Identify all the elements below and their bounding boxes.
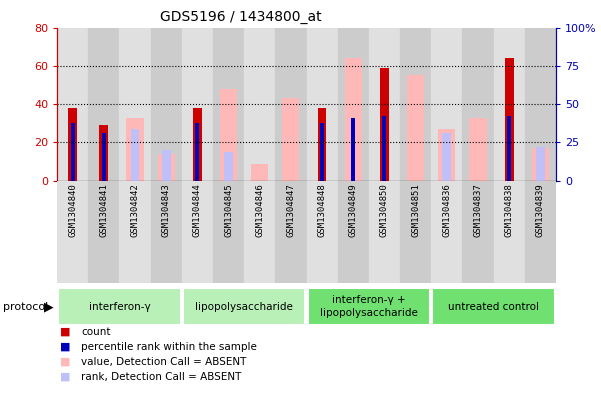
Bar (462, 28, 493, 181)
Bar (433, 288, 555, 325)
Bar (532, 148, 549, 181)
Bar (88, 181, 120, 283)
Bar (351, 118, 355, 181)
Text: ■: ■ (60, 372, 70, 382)
Text: GSM1304844: GSM1304844 (193, 183, 202, 237)
Text: percentile rank within the sample: percentile rank within the sample (81, 342, 257, 352)
Bar (505, 58, 513, 181)
Bar (308, 288, 430, 325)
Bar (275, 181, 307, 283)
Text: GSM1304847: GSM1304847 (287, 183, 296, 237)
Bar (120, 28, 151, 181)
Bar (345, 58, 362, 181)
Text: GSM1304851: GSM1304851 (411, 183, 420, 237)
Text: rank, Detection Call = ABSENT: rank, Detection Call = ABSENT (81, 372, 242, 382)
Text: GSM1304839: GSM1304839 (536, 183, 545, 237)
Text: GSM1304843: GSM1304843 (162, 183, 171, 237)
Text: GSM1304838: GSM1304838 (505, 183, 514, 237)
Bar (320, 123, 324, 181)
Bar (213, 28, 244, 181)
Bar (182, 181, 213, 283)
Bar (162, 150, 171, 181)
Bar (71, 123, 75, 181)
Bar (157, 154, 175, 181)
Text: protocol: protocol (3, 301, 48, 312)
Text: GSM1304846: GSM1304846 (255, 183, 264, 237)
Text: interferon-γ +
lipopolysaccharide: interferon-γ + lipopolysaccharide (320, 296, 418, 318)
Bar (307, 181, 338, 283)
Bar (151, 28, 182, 181)
Bar (382, 116, 386, 181)
Text: GDS5196 / 1434800_at: GDS5196 / 1434800_at (160, 10, 321, 24)
Text: value, Detection Call = ABSENT: value, Detection Call = ABSENT (81, 357, 246, 367)
Bar (151, 181, 182, 283)
Bar (493, 181, 525, 283)
Bar (525, 28, 556, 181)
Text: GSM1304836: GSM1304836 (442, 183, 451, 237)
Bar (432, 28, 462, 181)
Bar (469, 118, 487, 181)
Text: untreated control: untreated control (448, 301, 539, 312)
Bar (536, 147, 545, 181)
Text: ▶: ▶ (44, 300, 53, 313)
Bar (100, 125, 108, 181)
Bar (380, 68, 389, 181)
Bar (507, 116, 511, 181)
Text: count: count (81, 327, 111, 337)
Bar (282, 98, 299, 181)
Bar (407, 75, 424, 181)
Bar (244, 28, 275, 181)
Bar (182, 28, 213, 181)
Bar (88, 28, 120, 181)
Text: GSM1304845: GSM1304845 (224, 183, 233, 237)
Bar (57, 181, 88, 283)
Text: interferon-γ: interferon-γ (88, 301, 150, 312)
Bar (244, 181, 275, 283)
Text: lipopolysaccharide: lipopolysaccharide (195, 301, 293, 312)
Text: GSM1304850: GSM1304850 (380, 183, 389, 237)
Bar (400, 181, 432, 283)
Bar (338, 28, 369, 181)
Bar (183, 288, 305, 325)
Bar (338, 181, 369, 283)
Text: GSM1304848: GSM1304848 (317, 183, 326, 237)
Bar (57, 28, 88, 181)
Bar (442, 133, 451, 181)
Bar (432, 181, 462, 283)
Bar (220, 89, 237, 181)
Text: GSM1304841: GSM1304841 (99, 183, 108, 237)
Bar (213, 181, 244, 283)
Bar (438, 129, 456, 181)
Text: GSM1304849: GSM1304849 (349, 183, 358, 237)
Bar (318, 108, 326, 181)
Bar (69, 108, 77, 181)
Text: ■: ■ (60, 357, 70, 367)
Bar (120, 181, 151, 283)
Bar (275, 28, 307, 181)
Text: GSM1304837: GSM1304837 (474, 183, 483, 237)
Bar (102, 133, 106, 181)
Bar (130, 129, 139, 181)
Bar (195, 123, 200, 181)
Bar (493, 28, 525, 181)
Text: ■: ■ (60, 327, 70, 337)
Bar (58, 288, 180, 325)
Bar (369, 181, 400, 283)
Bar (126, 118, 144, 181)
Bar (224, 152, 233, 181)
Bar (525, 181, 556, 283)
Text: GSM1304842: GSM1304842 (130, 183, 139, 237)
Bar (193, 108, 202, 181)
Text: GSM1304840: GSM1304840 (68, 183, 77, 237)
Bar (251, 163, 268, 181)
Bar (400, 28, 432, 181)
Bar (369, 28, 400, 181)
Text: ■: ■ (60, 342, 70, 352)
Bar (462, 181, 493, 283)
Bar (307, 28, 338, 181)
